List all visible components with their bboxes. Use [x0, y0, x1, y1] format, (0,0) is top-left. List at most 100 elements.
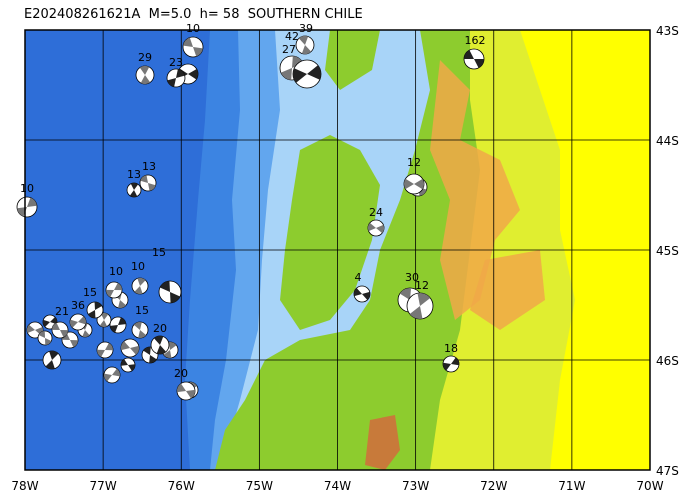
beachball — [353, 285, 371, 303]
compression-quadrant — [443, 362, 451, 371]
compression-quadrant — [110, 325, 118, 333]
depth-label: 29 — [138, 51, 152, 64]
compression-quadrant — [140, 175, 148, 183]
depth-label: 10 — [131, 260, 145, 273]
beachball — [37, 330, 53, 346]
compression-quadrant — [100, 313, 109, 320]
compression-quadrant — [120, 359, 128, 366]
compression-quadrant — [78, 316, 86, 325]
compression-quadrant — [82, 330, 90, 337]
compression-quadrant — [293, 68, 307, 83]
beachball — [135, 65, 155, 85]
compression-quadrant — [176, 69, 185, 78]
compression-quadrant — [138, 330, 147, 338]
compression-quadrant — [99, 320, 108, 327]
compression-quadrant — [45, 360, 55, 369]
beachball — [61, 331, 79, 349]
depth-label: 30 — [405, 271, 419, 284]
beachball — [176, 381, 196, 401]
depth-label: 13 — [127, 168, 141, 181]
compression-quadrant — [159, 281, 170, 292]
beachball — [131, 277, 149, 295]
compression-quadrant — [45, 338, 52, 345]
latitude-label: 47S — [656, 464, 679, 478]
peak — [365, 415, 400, 470]
latitude-label: 46S — [656, 354, 679, 368]
depth-label: 42 — [285, 30, 299, 43]
compression-quadrant — [193, 47, 203, 57]
compression-quadrant — [60, 330, 68, 338]
depth-label: 10 — [109, 265, 123, 278]
beachball — [295, 35, 315, 55]
compression-quadrant — [176, 383, 186, 393]
compression-quadrant — [120, 341, 130, 351]
beachball — [51, 321, 69, 339]
compression-quadrant — [112, 368, 121, 377]
compression-quadrant — [27, 197, 37, 207]
compression-quadrant — [27, 324, 35, 333]
compression-quadrant — [114, 282, 122, 291]
beachball — [292, 59, 322, 89]
beachball — [442, 355, 460, 373]
compression-quadrant — [404, 178, 414, 190]
latitude-label: 43S — [656, 24, 679, 38]
island — [280, 135, 380, 330]
depth-label: 24 — [369, 206, 383, 219]
beachball — [109, 316, 127, 334]
beachball — [166, 68, 186, 88]
compression-quadrant — [130, 183, 139, 190]
compression-quadrant — [137, 277, 146, 286]
depth-label: 13 — [142, 160, 156, 173]
compression-quadrant — [103, 373, 112, 382]
mountains — [430, 60, 520, 320]
compression-quadrant — [88, 310, 96, 318]
compression-quadrant — [38, 331, 45, 338]
depth-label: 12 — [415, 279, 429, 292]
compression-quadrant — [52, 322, 60, 330]
compression-quadrant — [70, 319, 78, 328]
axis-labels: 43S 44S 45S 46S 47S 78W 77W 76W 75W 74W 73W 72W 71W 7… — [11, 24, 678, 493]
depth-label: 162 — [465, 34, 486, 47]
compression-quadrant — [105, 343, 114, 351]
beachball — [42, 350, 62, 370]
depth-label: 20 — [153, 322, 167, 335]
depth-label: 18 — [444, 342, 458, 355]
longitude-label: 72W — [480, 479, 507, 493]
longitude-label: 76W — [168, 479, 195, 493]
compression-quadrant — [298, 36, 309, 45]
beachball — [406, 292, 434, 320]
compression-quadrant — [167, 78, 176, 87]
compression-quadrant — [129, 190, 138, 197]
latitude-label: 45S — [656, 244, 679, 258]
depth-label: 21 — [55, 305, 69, 318]
compression-quadrant — [133, 322, 142, 330]
longitude-label: 74W — [324, 479, 351, 493]
compression-quadrant — [149, 355, 157, 363]
compression-quadrant — [186, 389, 196, 399]
compression-quadrant — [156, 345, 167, 354]
longitude-label: 73W — [402, 479, 429, 493]
beachball — [150, 335, 170, 355]
longitude-label: 77W — [90, 479, 117, 493]
depth-label: 10 — [186, 22, 200, 35]
longitude-label: 71W — [558, 479, 585, 493]
latitude-label: 44S — [656, 134, 679, 148]
compression-quadrant — [118, 317, 126, 325]
compression-quadrant — [128, 364, 135, 371]
island-north — [325, 30, 380, 90]
compression-quadrant — [399, 288, 412, 300]
beachball — [139, 174, 157, 192]
compression-quadrant — [474, 59, 484, 68]
depth-label: 12 — [407, 156, 421, 169]
mountains — [470, 250, 545, 330]
compression-quadrant — [376, 224, 384, 234]
compression-quadrant — [70, 340, 78, 348]
depth-label: 23 — [169, 56, 183, 69]
compression-quadrant — [140, 75, 151, 84]
depth-label: 15 — [152, 246, 166, 259]
longitude-label: 78W — [11, 479, 38, 493]
compression-quadrant — [50, 317, 57, 325]
compression-quadrant — [292, 56, 304, 68]
